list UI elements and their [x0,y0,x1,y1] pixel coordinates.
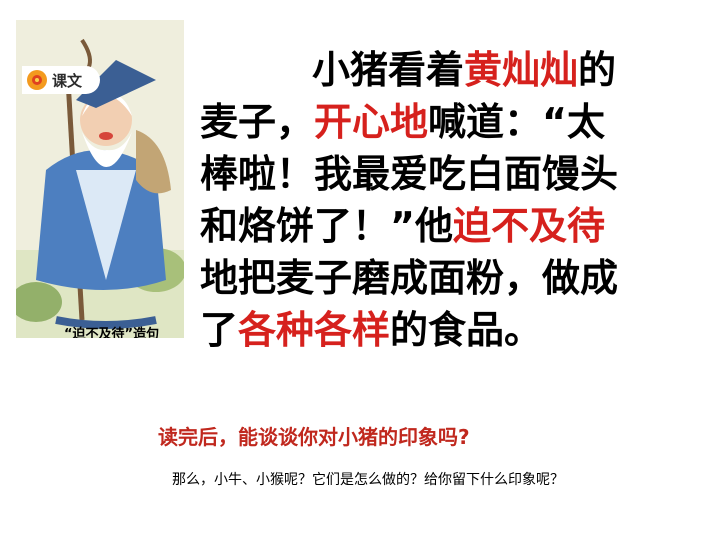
passage-text: 麦子， [200,100,315,144]
story-illustration: 课文 “迫不及待”造句 [16,20,184,338]
passage-line: 了各种各样的食品。 [200,304,700,356]
lesson-badge: 课文 [22,66,100,94]
highlighted-phrase: 各种各样 [238,308,391,352]
passage-text: 了 [200,308,239,352]
passage-line: 麦子，开心地喊道：“太 [200,96,700,148]
passage-text: 棒啦！我最爱吃白面馒头 [200,152,619,196]
highlighted-phrase: 迫不及待 [452,204,605,248]
passage-line: 地把麦子磨成面粉，做成 [200,252,700,304]
passage-text: 的 [578,48,617,92]
flower-icon [27,70,47,90]
discussion-question: 读完后，能谈谈你对小猪的印象吗? [158,425,470,449]
passage-line: 小猪看着黄灿灿的 [200,44,700,96]
passage-line: 和烙饼了！”他迫不及待 [200,200,700,252]
lesson-badge-label: 课文 [52,71,83,90]
highlighted-phrase: 开心地 [314,100,429,144]
follow-up-question: 那么，小牛、小猴呢？它们是怎么做的？给你留下什么印象呢？ [172,472,564,488]
passage-line: 棒啦！我最爱吃白面馒头 [200,148,700,200]
story-passage: 小猪看着黄灿灿的 麦子，开心地喊道：“太 棒啦！我最爱吃白面馒头 和烙饼了！”他迫不及… [200,44,700,356]
passage-text: 地把麦子磨成面粉，做成 [200,256,619,300]
passage-text: 的食品。 [390,308,543,352]
highlighted-phrase: 黄灿灿 [464,48,579,92]
passage-text: 小猪看着 [312,48,465,92]
illustration-caption: “迫不及待”造句 [64,327,160,338]
passage-text: 喊道：“太 [428,100,606,144]
passage-text: 和烙饼了！”他 [200,204,453,248]
old-farmer-figure [16,20,184,338]
